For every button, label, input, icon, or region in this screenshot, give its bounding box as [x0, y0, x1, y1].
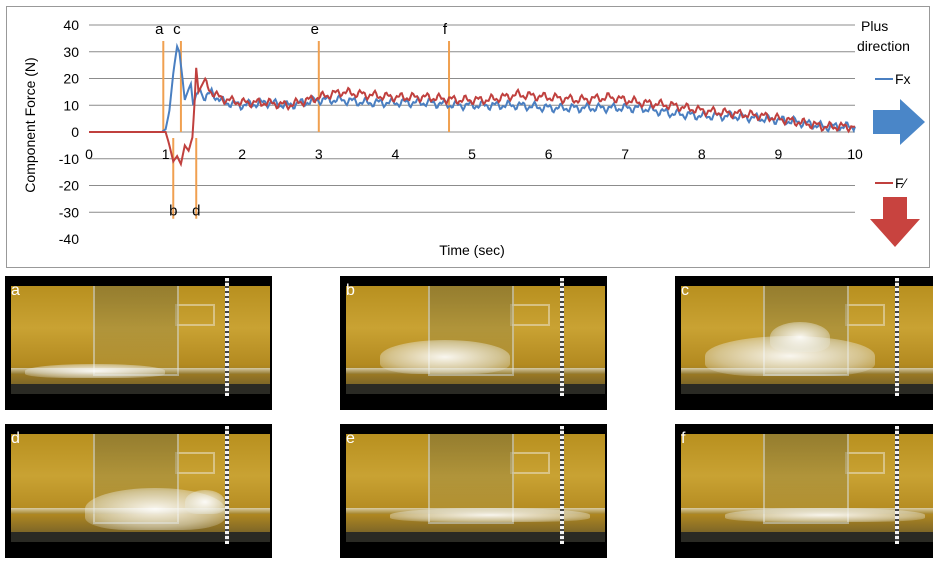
- tank-floor: [681, 384, 933, 394]
- force-chart: a b c d e f 40 30 20 10 0 -10 -20 -30 -40 0 1 2 3 4 5 6 7 8 9 10…: [22, 17, 925, 258]
- frame-label: d: [11, 430, 20, 447]
- tank-window: [510, 452, 550, 474]
- tank-window: [175, 304, 215, 326]
- y-axis-label: Component Force (N): [22, 57, 38, 192]
- event-marker-label: d: [192, 203, 200, 220]
- x-tick-label: 7: [621, 146, 629, 162]
- video-frame-b: b: [340, 276, 607, 410]
- tank-window: [845, 452, 885, 474]
- right-arrow-icon: [873, 99, 925, 145]
- x-tick-label: 2: [238, 146, 246, 162]
- event-marker-label: c: [173, 21, 181, 38]
- frame-label: a: [11, 282, 20, 299]
- legend: Plus direction Fx F⁄: [857, 18, 925, 247]
- x-axis-label: Time (sec): [439, 242, 505, 258]
- measuring-ruler: [560, 426, 564, 544]
- event-marker-label: b: [169, 203, 177, 220]
- y-tick-label: 0: [71, 124, 79, 140]
- frame-label: c: [681, 282, 689, 299]
- tank-floor: [11, 532, 270, 542]
- x-tick-label: 3: [315, 146, 323, 162]
- frame-label: e: [346, 430, 355, 447]
- y-tick-label: -20: [59, 178, 79, 194]
- measuring-ruler: [225, 426, 229, 544]
- x-tick-label: 6: [545, 146, 553, 162]
- tank-floor: [346, 384, 605, 394]
- down-arrow-icon: [870, 197, 920, 247]
- x-tick-label: 10: [847, 146, 863, 162]
- tank-window: [510, 304, 550, 326]
- series-fx-line: [89, 42, 856, 134]
- series-fz-line: [89, 67, 856, 168]
- measuring-ruler: [895, 426, 899, 544]
- structure-model: [93, 286, 179, 376]
- chart-panel: a b c d e f 40 30 20 10 0 -10 -20 -30 -40 0 1 2 3 4 5 6 7 8 9 10…: [6, 6, 930, 268]
- video-frame-e: e: [340, 424, 607, 558]
- tank-window: [175, 452, 215, 474]
- tank-window: [845, 304, 885, 326]
- video-frame-f: f: [675, 424, 933, 558]
- x-tick-label: 9: [775, 146, 783, 162]
- legend-fz-label: F⁄: [895, 175, 909, 191]
- x-tick-label: 5: [468, 146, 476, 162]
- y-tick-label: -40: [59, 231, 79, 247]
- tank-floor: [11, 384, 270, 394]
- event-marker-label: a: [155, 21, 164, 38]
- event-marker-label: f: [443, 21, 448, 38]
- measuring-ruler: [225, 278, 229, 396]
- frame-label: f: [681, 430, 686, 447]
- y-tick-label: 30: [63, 44, 79, 60]
- tank-floor: [346, 532, 605, 542]
- y-tick-label: 10: [63, 97, 79, 113]
- y-tick-label: 40: [63, 17, 79, 33]
- x-tick-label: 1: [162, 146, 170, 162]
- legend-title-line2: direction: [857, 38, 910, 54]
- video-frame-a: a: [5, 276, 272, 410]
- frame-label: b: [346, 282, 355, 299]
- video-frame-c: c: [675, 276, 933, 410]
- measuring-ruler: [560, 278, 564, 396]
- y-tick-label: -30: [59, 204, 79, 220]
- legend-title-line1: Plus: [861, 18, 888, 34]
- legend-fx-label: Fx: [895, 71, 911, 87]
- x-tick-label: 4: [392, 146, 400, 162]
- event-marker-label: e: [311, 21, 319, 38]
- measuring-ruler: [895, 278, 899, 396]
- y-tick-label: -10: [59, 151, 79, 167]
- tank-floor: [681, 532, 933, 542]
- video-frame-d: d: [5, 424, 272, 558]
- y-tick-label: 20: [63, 71, 79, 87]
- x-tick-label: 0: [85, 146, 93, 162]
- x-tick-label: 8: [698, 146, 706, 162]
